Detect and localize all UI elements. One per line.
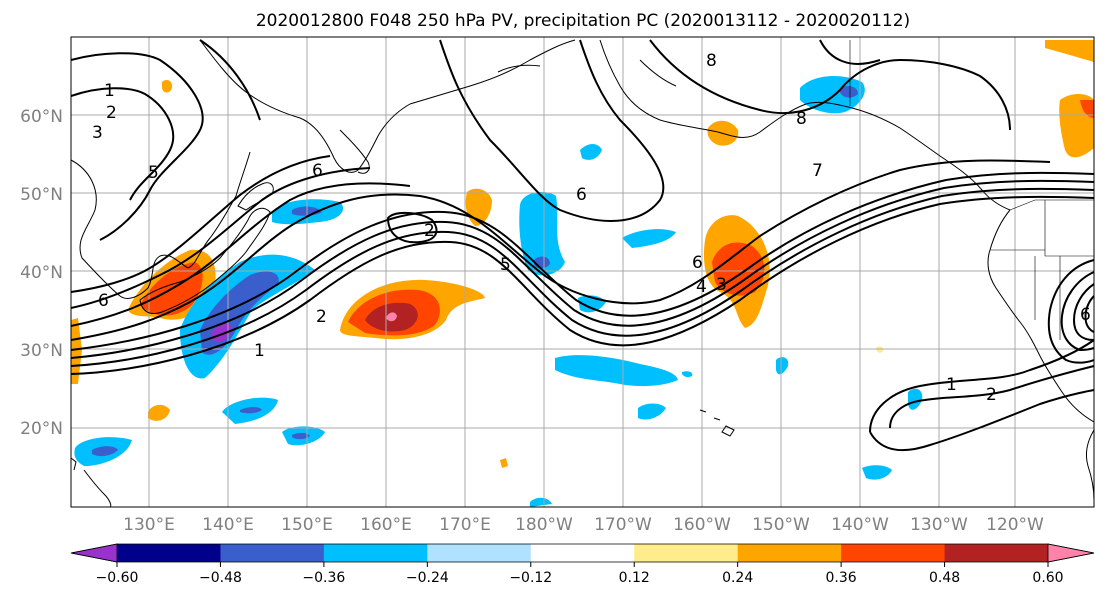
precip-negative-patch bbox=[580, 144, 602, 160]
contour-label: 6 bbox=[692, 253, 703, 273]
colorbar-segment bbox=[841, 544, 946, 562]
contour-label: 2 bbox=[986, 385, 997, 405]
precip-positive-patch bbox=[500, 458, 508, 468]
precip-negative-patch bbox=[622, 229, 676, 248]
lat-label: 20°N bbox=[20, 419, 63, 439]
lat-label: 50°N bbox=[20, 185, 63, 205]
lon-label: 160°E bbox=[360, 515, 412, 535]
lon-label: 150°E bbox=[281, 515, 333, 535]
colorbar-tick-label: 0.24 bbox=[722, 570, 753, 586]
lon-label: 150°W bbox=[752, 515, 810, 535]
precip-negative-core bbox=[840, 86, 858, 98]
colorbar-segment bbox=[634, 544, 739, 562]
contour-label: 2 bbox=[424, 221, 435, 241]
map-panel: 1 2 3 6 5 2 6 5 2 1 6 8 8 7 6 4 3 1 2 6 bbox=[70, 36, 1095, 508]
lon-label: 180°W bbox=[515, 515, 573, 535]
lon-label: 140°W bbox=[831, 515, 889, 535]
colorbar-segment bbox=[323, 544, 428, 562]
colorbar-tick-label: −0.60 bbox=[96, 570, 139, 586]
contour-label: 5 bbox=[148, 163, 159, 183]
lon-label: 170°E bbox=[439, 515, 491, 535]
precip-positive-patch bbox=[148, 404, 170, 421]
colorbar-tick-label: −0.24 bbox=[406, 570, 449, 586]
colorbar-segment bbox=[220, 544, 325, 562]
colorbar-segment bbox=[427, 544, 532, 562]
precip-negative-patch bbox=[908, 388, 923, 410]
contour-label: 1 bbox=[946, 375, 957, 395]
precip-positive-patch bbox=[71, 318, 82, 384]
colorbar-tick-label: 0.36 bbox=[826, 570, 857, 586]
colorbar-segment bbox=[530, 544, 635, 562]
precip-negative-patch bbox=[776, 357, 789, 375]
colorbar-tick-label: −0.36 bbox=[302, 570, 345, 586]
map-border bbox=[70, 36, 1095, 508]
colorbar-segment bbox=[944, 544, 1049, 562]
contour-label: 2 bbox=[106, 103, 117, 123]
latitude-labels: 60°N 50°N 40°N 30°N 20°N bbox=[20, 107, 63, 439]
lon-label: 130°E bbox=[123, 515, 175, 535]
contour-label: 3 bbox=[92, 123, 103, 143]
colorbar-extend-low bbox=[70, 543, 118, 563]
precip-positive-patch bbox=[162, 80, 173, 93]
contour-label: 6 bbox=[98, 291, 109, 311]
colorbar-segment bbox=[737, 544, 842, 562]
lon-label: 130°W bbox=[910, 515, 968, 535]
precip-positive-patch bbox=[876, 346, 884, 353]
precip-positive-core bbox=[1080, 100, 1094, 118]
lat-label: 30°N bbox=[20, 341, 63, 361]
precip-negative-patch bbox=[682, 371, 693, 378]
contour-label: 6 bbox=[1080, 305, 1091, 325]
precip-negative-core bbox=[92, 446, 118, 457]
contour-label: 6 bbox=[576, 185, 587, 205]
contour-label: 8 bbox=[796, 109, 807, 129]
precip-negative-patch bbox=[638, 403, 666, 420]
colorbar-tick-label: 0.12 bbox=[619, 570, 650, 586]
contour-label: 4 bbox=[696, 277, 707, 297]
chart-title: 2020012800 F048 250 hPa PV, precipitatio… bbox=[256, 11, 910, 31]
lat-label: 60°N bbox=[20, 107, 63, 127]
contour-label: 3 bbox=[716, 275, 727, 295]
colorbar-extend-high bbox=[1047, 543, 1095, 563]
lon-label: 120°W bbox=[986, 515, 1044, 535]
lon-label: 140°E bbox=[202, 515, 254, 535]
precip-negative-patch bbox=[862, 465, 892, 480]
precip-shading bbox=[71, 40, 1094, 507]
coastlines bbox=[70, 39, 1095, 508]
contour-labels: 1 2 3 6 5 2 6 5 2 1 6 8 8 7 6 4 3 1 2 6 bbox=[92, 51, 1091, 405]
precip-negative-patch bbox=[530, 497, 552, 507]
colorbar-tick-label: 0.48 bbox=[929, 570, 960, 586]
colorbar-segment bbox=[117, 544, 221, 562]
contour-label: 6 bbox=[312, 161, 323, 181]
colorbar-tick-label: −0.48 bbox=[199, 570, 242, 586]
pv-contours bbox=[70, 39, 1095, 452]
precip-positive-peak bbox=[386, 312, 397, 322]
precip-negative-core bbox=[240, 407, 262, 414]
lat-label: 40°N bbox=[20, 263, 63, 283]
lon-label: 170°W bbox=[594, 515, 652, 535]
contour-label: 2 bbox=[316, 307, 327, 327]
lon-label: 160°W bbox=[673, 515, 731, 535]
colorbar-tick-label: −0.12 bbox=[509, 570, 552, 586]
precip-negative-core bbox=[292, 432, 310, 440]
contour-label: 1 bbox=[104, 81, 115, 101]
contour-label: 7 bbox=[812, 161, 823, 181]
precip-negative-xcore bbox=[212, 323, 232, 343]
precip-negative-patch bbox=[555, 355, 678, 387]
precip-positive-patch bbox=[1045, 40, 1094, 62]
precip-negative-patch bbox=[800, 76, 865, 114]
contour-label: 8 bbox=[706, 51, 717, 71]
colorbar-tick-label: 0.60 bbox=[1032, 570, 1063, 586]
longitude-labels: 130°E 140°E 150°E 160°E 170°E 180°W 170°… bbox=[123, 515, 1044, 535]
admin-borders bbox=[849, 40, 1094, 340]
contour-label: 5 bbox=[500, 255, 511, 275]
colorbar: −0.60 −0.48 −0.36 −0.24 −0.12 0.12 0.24 0.36 0.4… bbox=[70, 543, 1095, 586]
precip-negative-patch bbox=[519, 191, 565, 276]
contour-label: 1 bbox=[254, 341, 265, 361]
